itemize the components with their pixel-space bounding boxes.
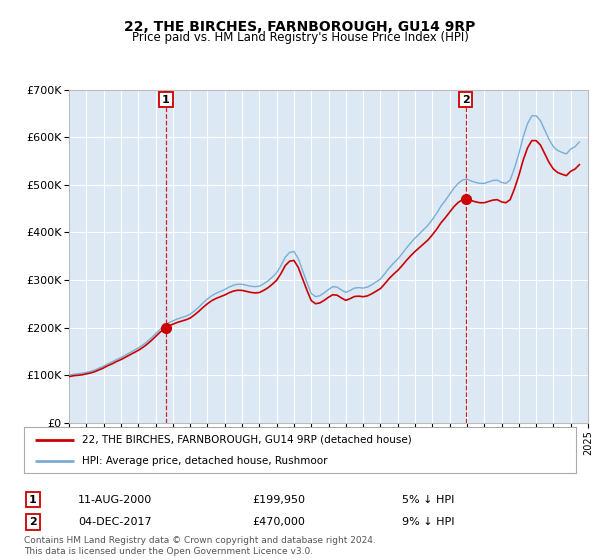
Text: This data is licensed under the Open Government Licence v3.0.: This data is licensed under the Open Gov… (24, 548, 313, 557)
Text: 1: 1 (29, 494, 37, 505)
Text: £199,950: £199,950 (252, 494, 305, 505)
Text: 11-AUG-2000: 11-AUG-2000 (78, 494, 152, 505)
Text: 2: 2 (29, 517, 37, 527)
Text: 2: 2 (461, 95, 469, 105)
Text: Price paid vs. HM Land Registry's House Price Index (HPI): Price paid vs. HM Land Registry's House … (131, 31, 469, 44)
Text: 9% ↓ HPI: 9% ↓ HPI (402, 517, 455, 527)
Text: HPI: Average price, detached house, Rushmoor: HPI: Average price, detached house, Rush… (82, 456, 328, 466)
Text: 04-DEC-2017: 04-DEC-2017 (78, 517, 152, 527)
Text: 1: 1 (162, 95, 170, 105)
Text: 22, THE BIRCHES, FARNBOROUGH, GU14 9RP: 22, THE BIRCHES, FARNBOROUGH, GU14 9RP (124, 20, 476, 34)
Text: 5% ↓ HPI: 5% ↓ HPI (402, 494, 454, 505)
Text: Contains HM Land Registry data © Crown copyright and database right 2024.: Contains HM Land Registry data © Crown c… (24, 536, 376, 545)
Text: £470,000: £470,000 (252, 517, 305, 527)
Text: 22, THE BIRCHES, FARNBOROUGH, GU14 9RP (detached house): 22, THE BIRCHES, FARNBOROUGH, GU14 9RP (… (82, 435, 412, 445)
